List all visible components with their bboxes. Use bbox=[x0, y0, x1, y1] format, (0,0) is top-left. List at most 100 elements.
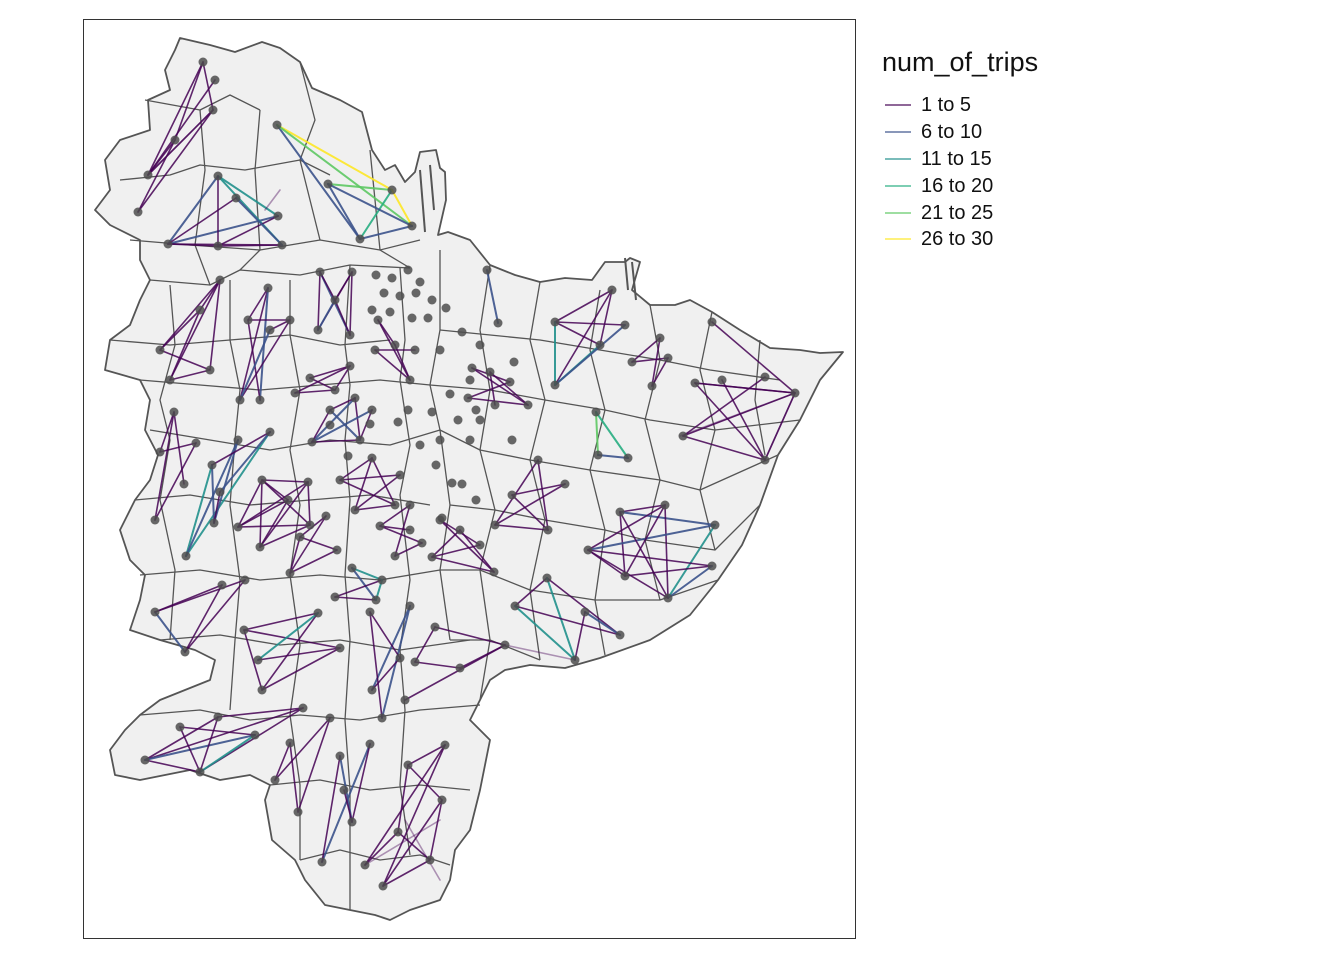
centroid-point bbox=[293, 807, 303, 817]
centroid-point bbox=[235, 395, 245, 405]
flow-line bbox=[169, 279, 221, 381]
flow-line bbox=[682, 376, 766, 437]
centroid-point bbox=[155, 447, 165, 457]
flow-line bbox=[382, 799, 443, 887]
flow-line bbox=[159, 442, 197, 453]
flow-line bbox=[261, 479, 309, 483]
centroid-point bbox=[330, 592, 340, 602]
centroid-point bbox=[427, 407, 437, 417]
centroid-point bbox=[325, 713, 335, 723]
centroid-point bbox=[387, 185, 397, 195]
flow-line bbox=[379, 525, 423, 544]
flow-line bbox=[211, 464, 215, 524]
flow-line bbox=[167, 175, 219, 245]
flow-line bbox=[467, 381, 511, 399]
subarea-boundary bbox=[159, 284, 176, 641]
flow-line bbox=[235, 197, 283, 246]
centroid-points bbox=[133, 57, 800, 891]
flow-line bbox=[247, 319, 261, 401]
centroid-point bbox=[500, 640, 510, 650]
centroid-point bbox=[213, 712, 223, 722]
centroid-point bbox=[407, 221, 417, 231]
flow-line bbox=[239, 329, 271, 401]
flow-line bbox=[294, 365, 351, 394]
flow-line bbox=[311, 409, 373, 443]
flow-line bbox=[243, 629, 263, 691]
centroid-point bbox=[550, 317, 560, 327]
flow-line bbox=[694, 382, 796, 394]
flow-line bbox=[237, 479, 263, 528]
flow-line bbox=[334, 299, 351, 336]
centroid-point bbox=[231, 193, 241, 203]
subarea-boundary bbox=[439, 329, 781, 381]
centroid-point bbox=[395, 470, 405, 480]
centroid-point bbox=[385, 307, 395, 317]
centroid-point bbox=[213, 241, 223, 251]
flow-line bbox=[261, 479, 289, 501]
flow-line bbox=[137, 109, 214, 213]
centroid-point bbox=[405, 500, 415, 510]
flow-line bbox=[439, 519, 495, 573]
flow-line bbox=[394, 344, 411, 381]
flow-line bbox=[349, 271, 353, 336]
legend-item: 26 to 30 bbox=[882, 226, 1038, 253]
centroid-point bbox=[325, 405, 335, 415]
flow-line bbox=[379, 504, 411, 527]
centroid-point bbox=[198, 57, 208, 67]
flow-line bbox=[431, 529, 461, 558]
flow-line bbox=[397, 831, 431, 861]
flow-line bbox=[619, 504, 666, 513]
centroid-point bbox=[591, 407, 601, 417]
flow-line bbox=[154, 442, 197, 521]
centroid-point bbox=[393, 827, 403, 837]
legend-swatch bbox=[885, 157, 911, 160]
flow-line bbox=[311, 409, 331, 443]
centroid-point bbox=[485, 367, 495, 377]
centroid-point bbox=[170, 135, 180, 145]
centroid-point bbox=[307, 437, 317, 447]
flow-line bbox=[504, 644, 576, 661]
subarea-boundary bbox=[439, 429, 779, 491]
centroid-point bbox=[209, 518, 219, 528]
study-area-outline bbox=[94, 37, 844, 921]
flow-line bbox=[631, 337, 661, 363]
flow-line bbox=[354, 504, 396, 511]
centroid-point bbox=[339, 785, 349, 795]
centroid-point bbox=[410, 657, 420, 667]
centroid-point bbox=[431, 460, 441, 470]
centroid-point bbox=[215, 487, 225, 497]
centroid-point bbox=[133, 207, 143, 217]
flow-line bbox=[494, 459, 539, 526]
centroid-point bbox=[463, 393, 473, 403]
centroid-point bbox=[257, 475, 267, 485]
centroid-point bbox=[400, 695, 410, 705]
legend-swatch bbox=[885, 184, 911, 187]
centroid-point bbox=[290, 388, 300, 398]
centroid-point bbox=[250, 730, 260, 740]
centroid-point bbox=[273, 211, 283, 221]
centroid-point bbox=[510, 601, 520, 611]
flow-line bbox=[259, 524, 311, 548]
flow-line bbox=[599, 289, 613, 346]
centroid-point bbox=[493, 318, 503, 328]
centroid-point bbox=[360, 860, 370, 870]
centroid-point bbox=[455, 663, 465, 673]
flow-line bbox=[554, 321, 626, 326]
centroid-point bbox=[195, 767, 205, 777]
centroid-point bbox=[195, 305, 205, 315]
flow-line bbox=[711, 321, 796, 394]
centroid-point bbox=[253, 655, 263, 665]
centroid-point bbox=[790, 388, 800, 398]
flow-line bbox=[371, 657, 401, 691]
flow-line bbox=[334, 596, 377, 601]
subarea-boundary bbox=[239, 109, 261, 271]
centroid-point bbox=[390, 340, 400, 350]
flow-line bbox=[514, 577, 548, 607]
flow-line bbox=[595, 411, 599, 456]
centroid-point bbox=[467, 363, 477, 373]
flow-line bbox=[297, 717, 331, 813]
centroid-point bbox=[647, 381, 657, 391]
flow-line bbox=[587, 524, 716, 551]
centroid-point bbox=[533, 455, 543, 465]
flow-line bbox=[369, 611, 401, 659]
